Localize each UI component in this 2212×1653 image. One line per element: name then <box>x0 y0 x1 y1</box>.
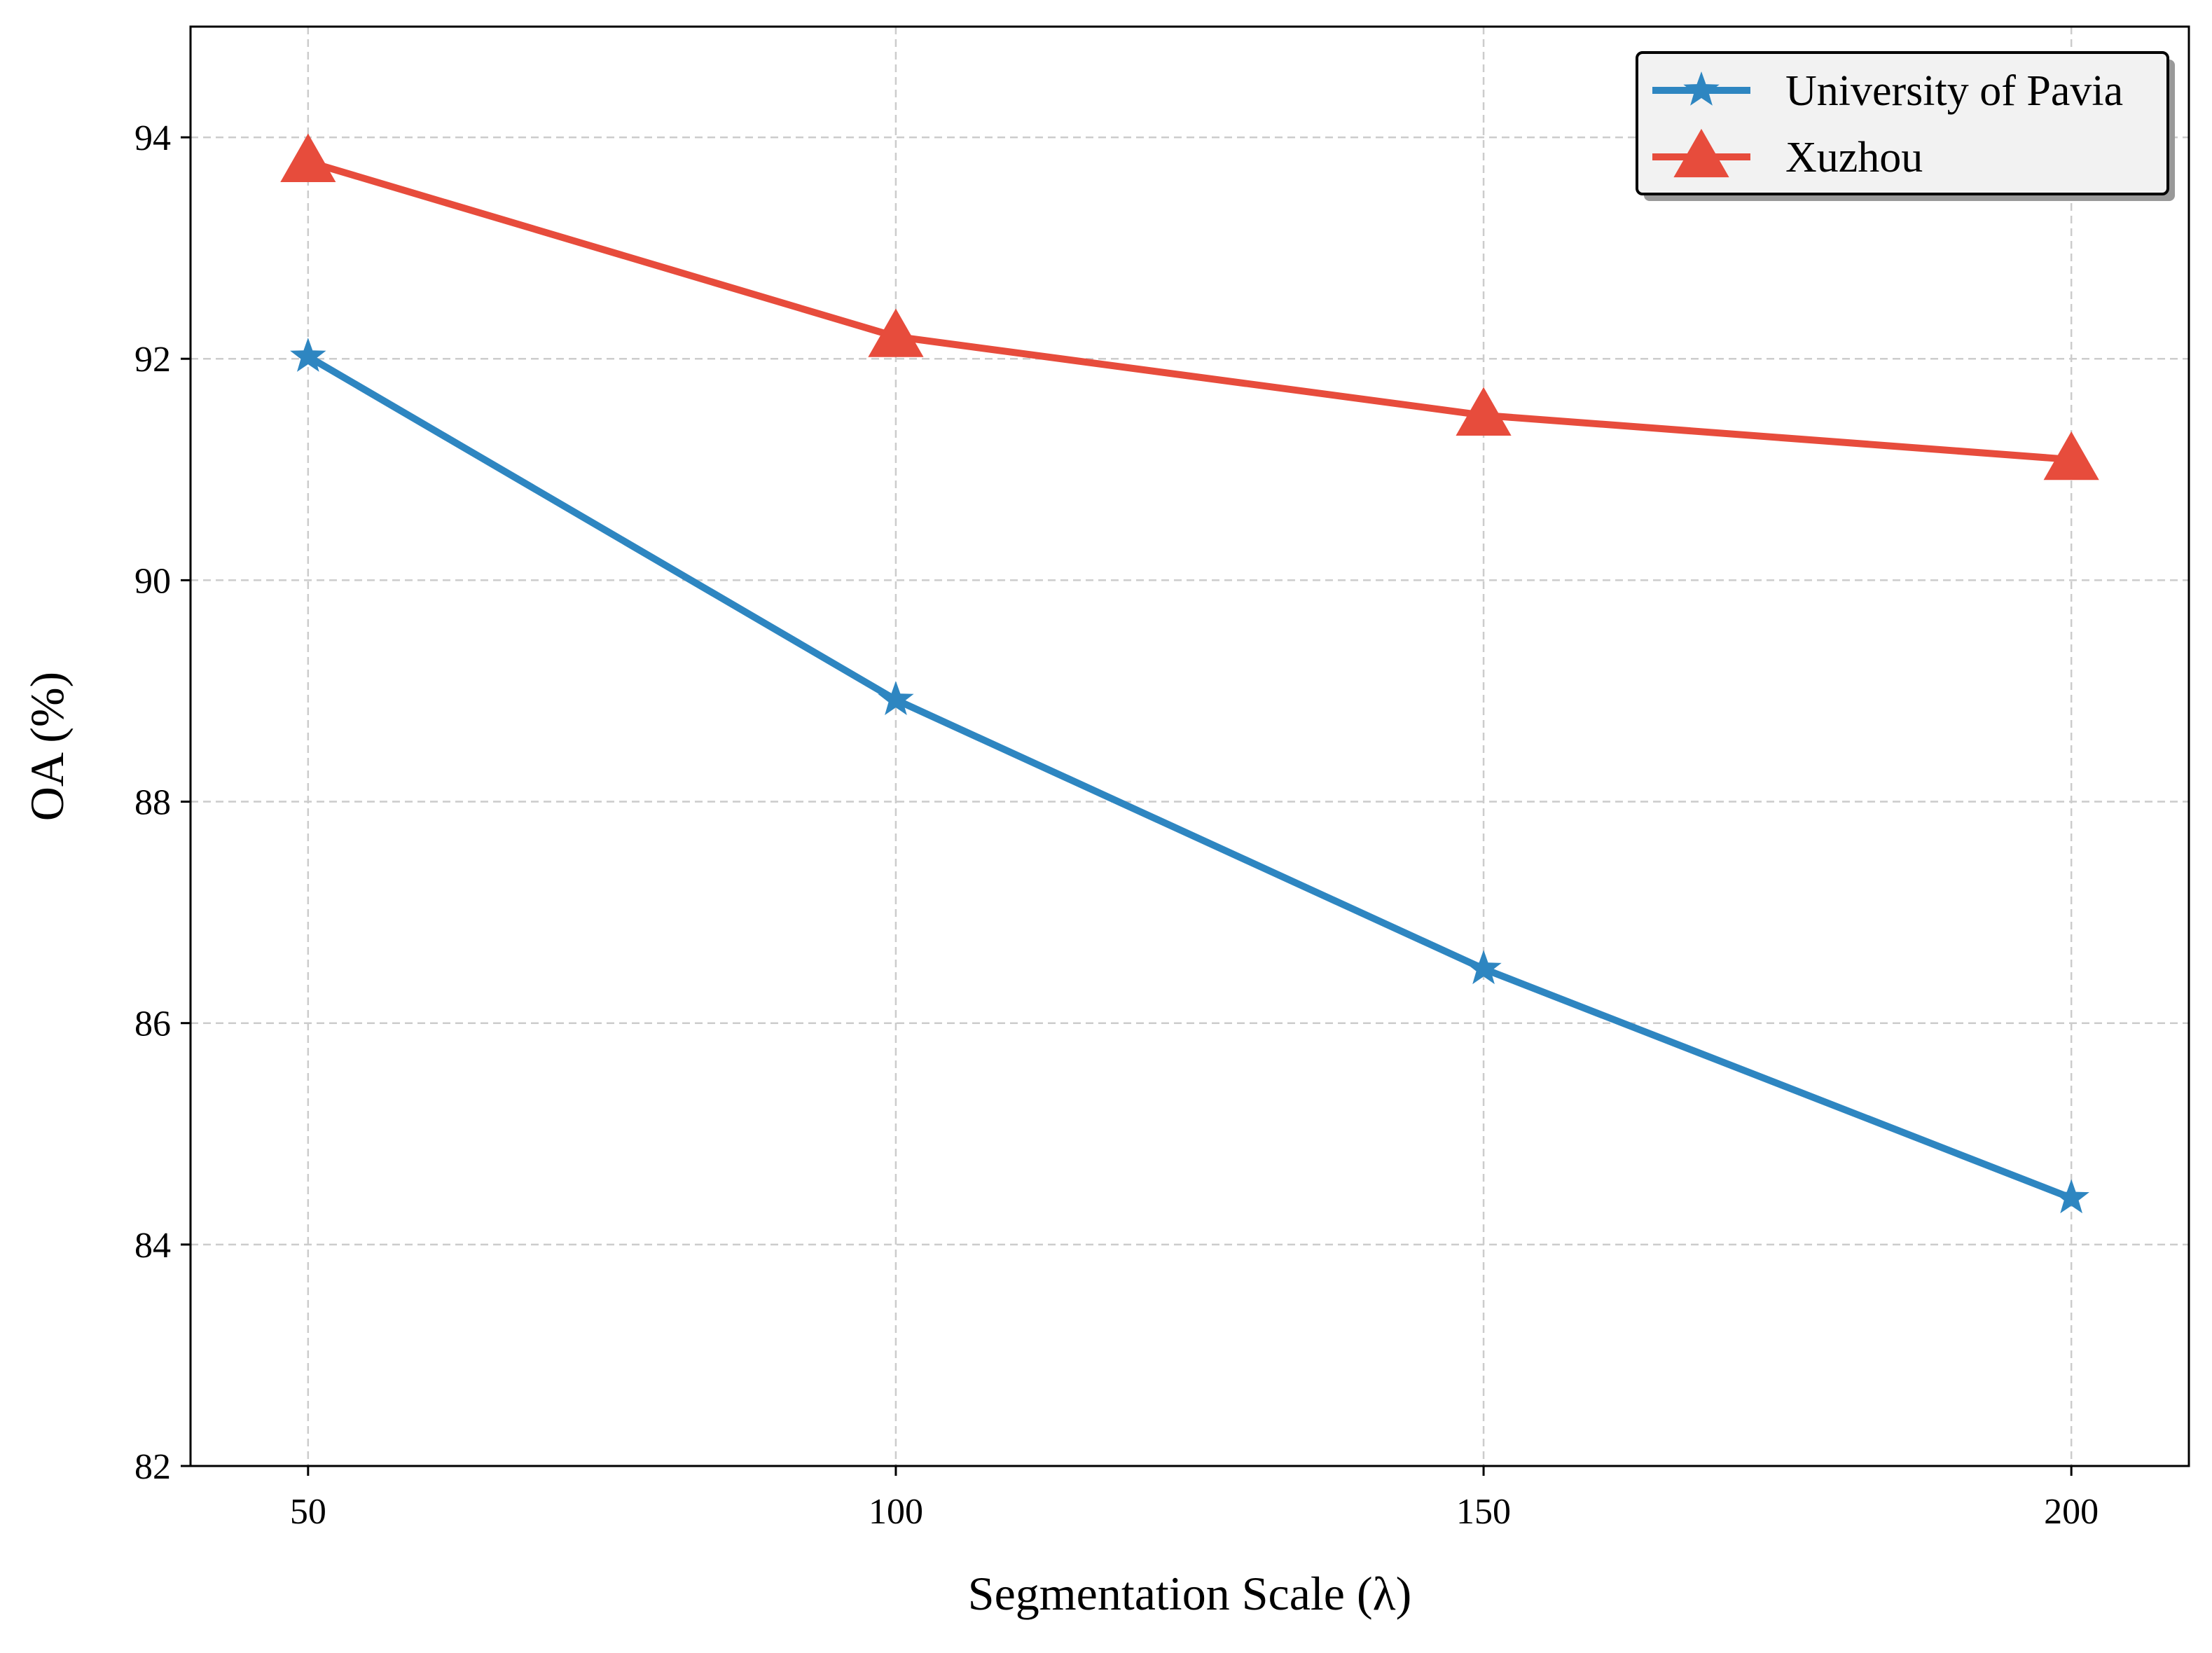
star-marker <box>290 338 326 372</box>
x-tick-label: 150 <box>1456 1492 1511 1532</box>
series-line <box>304 158 2075 464</box>
y-axis-label: OA (%) <box>20 672 74 821</box>
triangle-marker <box>1456 387 1512 436</box>
y-tick-label: 84 <box>134 1226 171 1266</box>
series-line <box>304 353 2075 1202</box>
star-marker <box>2053 1179 2089 1214</box>
triangle-marker <box>2043 431 2099 480</box>
x-tick-label: 100 <box>869 1492 923 1532</box>
legend-star-marker <box>1683 71 1720 106</box>
legend-label: University of Pavia <box>1785 67 2123 115</box>
y-tick-label: 88 <box>134 783 171 823</box>
y-tick-label: 90 <box>134 561 171 601</box>
legend: University of Pavia Xuzhou <box>1636 51 2175 201</box>
series-lines <box>280 133 2099 1214</box>
x-tick-label: 50 <box>290 1492 326 1532</box>
axis-ticks: 50 100 150 200 82 84 86 88 90 92 94 <box>134 118 2099 1532</box>
star-marker <box>1465 950 1502 985</box>
y-tick-label: 86 <box>134 1004 171 1044</box>
x-axis-label: Segmentation Scale (λ) <box>968 1567 1411 1620</box>
y-tick-label: 94 <box>134 118 171 158</box>
legend-triangle-marker <box>1673 128 1729 178</box>
y-tick-label: 92 <box>134 340 171 380</box>
legend-label: Xuzhou <box>1785 134 1923 181</box>
legend-box <box>1636 51 2169 195</box>
plot-frame <box>189 25 2190 1467</box>
triangle-marker <box>280 133 336 183</box>
triangle-marker <box>868 308 924 357</box>
x-tick-label: 200 <box>2044 1492 2099 1532</box>
y-tick-label: 82 <box>134 1447 171 1487</box>
star-marker <box>878 681 914 715</box>
